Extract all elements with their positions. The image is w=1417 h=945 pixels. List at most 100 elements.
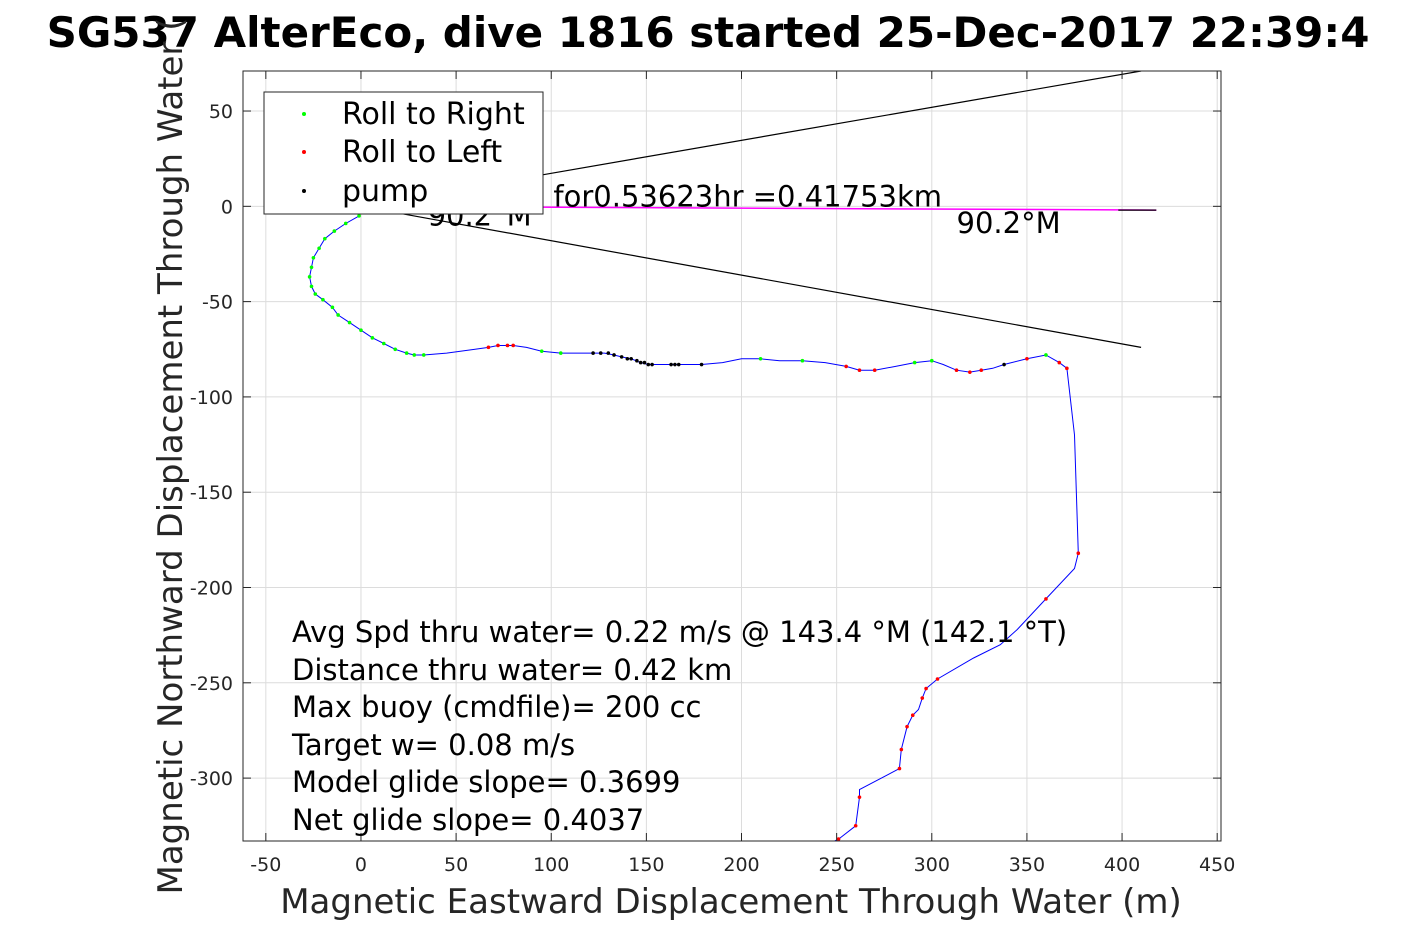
stats-block: Avg Spd thru water= 0.22 m/s @ 143.4 °M … — [291, 615, 1067, 837]
roll-right-point — [404, 351, 409, 355]
roll-right-point — [359, 328, 363, 333]
pump-point — [699, 362, 704, 367]
roll-right-point — [323, 236, 327, 241]
roll-left-point — [920, 696, 925, 700]
y-tick-label: 0 — [221, 196, 233, 218]
current-line — [360, 205, 1142, 348]
pump-point — [591, 351, 595, 355]
x-tick-label: 250 — [819, 854, 855, 876]
roll-right-point — [758, 356, 763, 361]
roll-left-point — [511, 343, 515, 348]
stat-model-glide-slope: Model glide slope= 0.3699 — [292, 765, 680, 799]
legend-label-roll-left: Roll to Left — [342, 135, 502, 170]
x-tick-label: 50 — [444, 854, 468, 876]
roll-left-point — [954, 368, 959, 373]
roll-right-point — [317, 246, 321, 251]
roll-left-point — [1065, 366, 1069, 371]
roll-left-point — [979, 368, 984, 373]
pump-point — [673, 362, 677, 367]
roll-right-point — [343, 221, 348, 226]
roll-right-point — [332, 229, 337, 233]
roll-right-point — [336, 313, 340, 317]
roll-right-point — [421, 353, 426, 357]
y-tick-label: -100 — [190, 387, 233, 409]
roll-left-point — [910, 713, 915, 718]
y-tick-label: -300 — [190, 768, 233, 790]
roll-left-point — [496, 343, 500, 348]
roll-left-point — [857, 368, 862, 373]
legend-label-pump: pump — [342, 174, 428, 209]
roll-right-point — [357, 214, 361, 218]
x-tick-label: 100 — [533, 854, 569, 876]
legend-marker-pump — [302, 189, 306, 193]
y-tick-label: -150 — [190, 482, 233, 504]
legend-box — [263, 91, 544, 215]
roll-left-point — [968, 370, 972, 374]
roll-left-point — [935, 677, 940, 681]
x-tick-label: 0 — [355, 854, 367, 876]
stat-target-w: Target w= 0.08 m/s — [291, 728, 575, 762]
roll-left-point — [1076, 551, 1081, 556]
roll-right-point — [313, 292, 318, 296]
pump-point — [635, 358, 639, 363]
roll-left-point — [505, 343, 510, 348]
x-tick-label: 150 — [628, 854, 664, 876]
pump-point — [638, 360, 643, 365]
roll-right-point — [929, 358, 934, 363]
roll-left-point — [1044, 597, 1048, 601]
roll-left-point — [1025, 356, 1029, 361]
axis-ticks: -50 0 50 100 150 200 250 300 350 400 450500-50-100… — [190, 71, 1235, 876]
pump-point — [676, 362, 681, 367]
roll-left-point — [486, 345, 491, 350]
roll-left-point — [899, 747, 904, 752]
x-tick-label: 300 — [914, 854, 950, 876]
roll-right-point — [309, 265, 314, 270]
roll-right-point — [309, 284, 314, 289]
roll-right-point — [912, 360, 917, 365]
legend-label-roll-right: Roll to Right — [342, 97, 525, 132]
roll-left-point — [872, 368, 877, 373]
pump-point — [598, 351, 603, 355]
pump-point — [669, 362, 673, 367]
y-axis-label: Magnetic Northward Displacement Through … — [151, 18, 191, 895]
roll-left-point — [1057, 360, 1062, 365]
grid-lines — [243, 71, 1221, 841]
roll-right-point — [370, 336, 375, 340]
stat-net-glide-slope: Net glide slope= 0.4037 — [292, 803, 644, 837]
pump-point — [650, 362, 654, 367]
x-tick-label: 350 — [1009, 854, 1045, 876]
pump-point — [629, 356, 633, 361]
plot-frame — [242, 70, 1222, 842]
roll-right-point — [347, 320, 352, 325]
pump-point — [606, 351, 611, 355]
chart-annotation: 90.2°M — [957, 206, 1061, 240]
roll-left-point — [905, 724, 909, 729]
x-tick-label: 200 — [723, 854, 759, 876]
pump-point — [619, 355, 624, 359]
pump-point — [1002, 362, 1006, 367]
pump-point — [646, 362, 651, 367]
roll-right-point — [382, 341, 386, 346]
legend: Roll to Right Roll to Left pump — [263, 91, 544, 215]
stat-max-buoy: Max buoy (cmdfile)= 200 cc — [292, 690, 701, 724]
roll-left-point — [853, 823, 858, 828]
roll-right-point — [1044, 353, 1048, 357]
pump-point — [642, 360, 647, 365]
roll-right-point — [330, 305, 335, 310]
roll-left-point — [844, 364, 848, 369]
roll-right-point — [412, 353, 417, 357]
chart-title: SG537 AlterEco, dive 1816 started 25-Dec… — [47, 8, 1370, 57]
x-tick-label: 450 — [1199, 854, 1235, 876]
legend-marker-roll-right — [302, 112, 306, 116]
pump-point — [612, 353, 616, 357]
roll-right-point — [800, 358, 805, 363]
stat-distance: Distance thru water= 0.42 km — [292, 653, 732, 687]
roll-left-point — [924, 686, 928, 691]
legend-marker-roll-left — [302, 150, 306, 154]
track-line — [309, 215, 1079, 841]
roll-left-point — [897, 766, 902, 771]
x-tick-label: -50 — [250, 854, 281, 876]
stat-avg-speed: Avg Spd thru water= 0.22 m/s @ 143.4 °M … — [292, 615, 1067, 649]
x-tick-label: 400 — [1104, 854, 1140, 876]
